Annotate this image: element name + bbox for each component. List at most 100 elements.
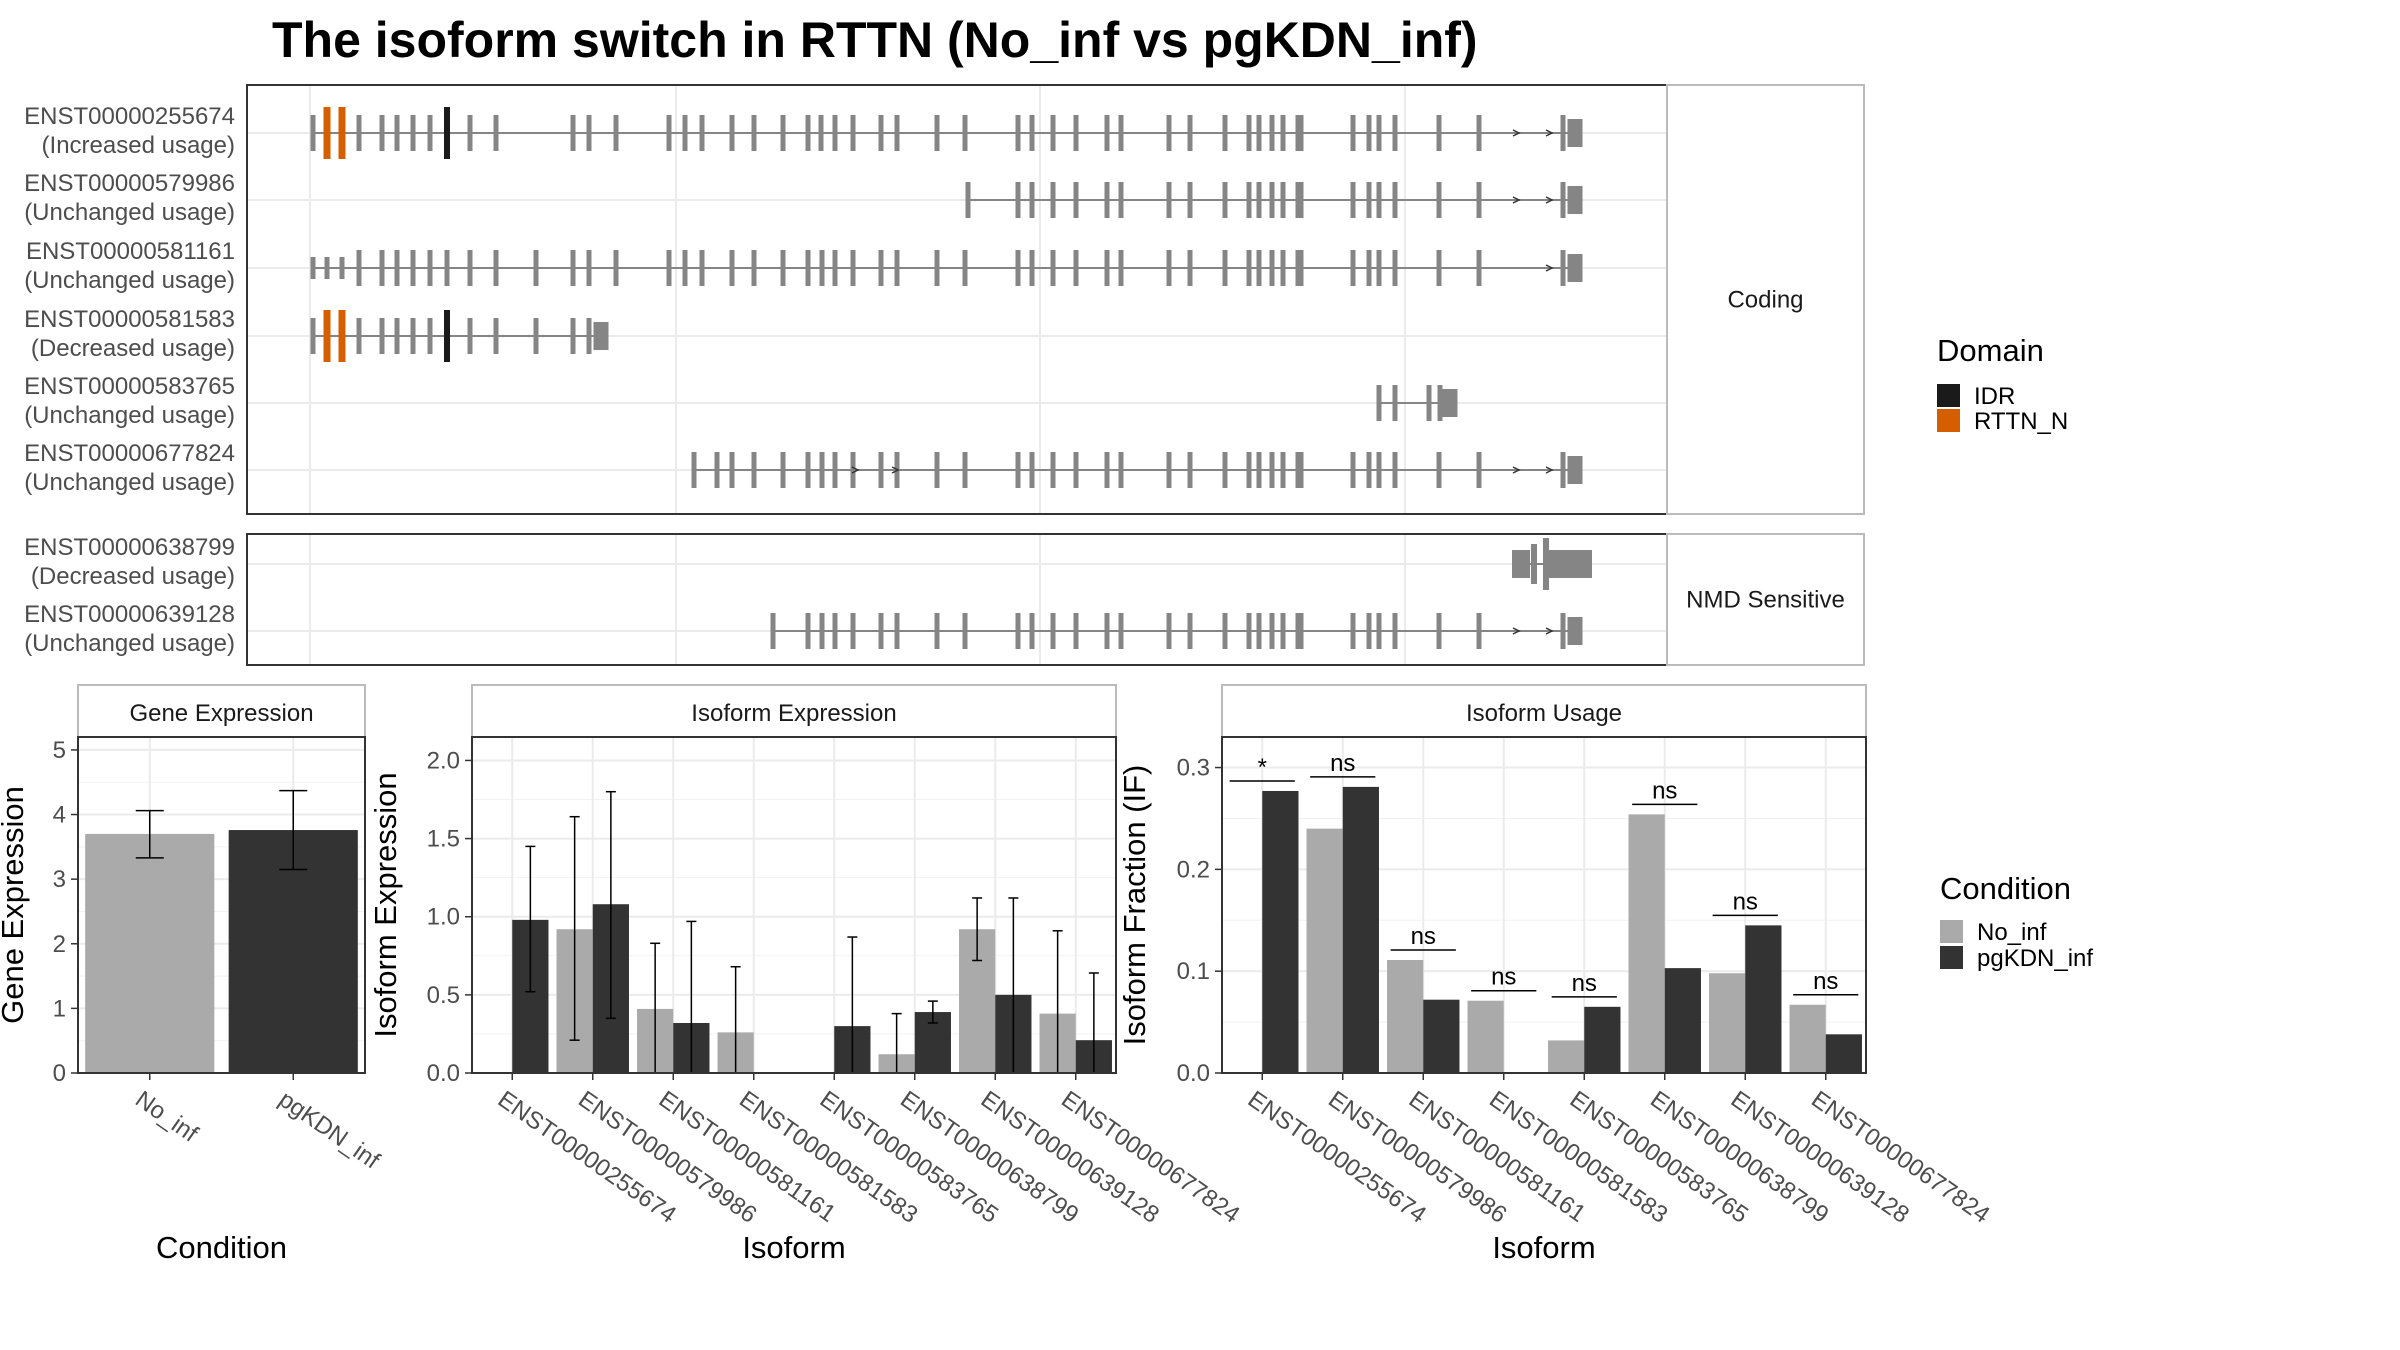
exon — [1246, 452, 1252, 488]
y-tick-label: 5 — [53, 737, 66, 764]
exon — [1256, 250, 1262, 286]
exon — [962, 250, 968, 286]
strand-arrow — [1512, 627, 1521, 635]
isoform-usage-panel: Isoform Usage 0.0 0.1 0.2 0.3 * ns ns ns ns ns ns ns… — [1117, 684, 1995, 1265]
exon — [1256, 182, 1262, 218]
strand-arrow — [1512, 129, 1521, 137]
x-tick-label: No_inf — [130, 1086, 203, 1148]
exon — [1376, 613, 1382, 649]
exon — [1560, 182, 1566, 218]
exon — [339, 257, 345, 279]
facet-strip — [1666, 84, 1865, 515]
exon — [379, 115, 385, 151]
significance-label: ns — [1330, 750, 1355, 777]
exon — [1376, 182, 1382, 218]
exon — [780, 250, 786, 286]
exon — [586, 250, 592, 286]
y-tick-label: 0.1 — [1177, 958, 1210, 985]
exon — [1547, 550, 1577, 578]
plot-border — [77, 736, 366, 1074]
exon — [1531, 544, 1537, 584]
exon — [394, 250, 400, 286]
exon — [751, 115, 757, 151]
transcript-id-label: ENST00000638799 — [24, 534, 235, 561]
exon — [1436, 250, 1442, 286]
exon — [1298, 182, 1304, 218]
exon — [1560, 115, 1566, 151]
panel-strip-title: Isoform Usage — [1466, 700, 1622, 727]
exon — [533, 318, 539, 354]
exon — [934, 250, 940, 286]
exon — [338, 107, 346, 159]
significance-label: ns — [1572, 970, 1597, 997]
y-tick-label: 0.0 — [1177, 1060, 1210, 1087]
exon — [323, 107, 331, 159]
transcript-usage-label: (Unchanged usage) — [24, 402, 235, 429]
y-tick-label: 1.0 — [427, 904, 460, 931]
exon — [878, 115, 884, 151]
exon — [1029, 182, 1035, 218]
exon — [310, 115, 316, 151]
exon — [878, 613, 884, 649]
facet-strip-label: NMD Sensitive — [1686, 587, 1845, 614]
isoform-usage-bar — [1306, 828, 1343, 1073]
exon — [1187, 452, 1193, 488]
exon — [962, 613, 968, 649]
isoform-usage-bar — [1423, 999, 1460, 1073]
condition-legend-title: Condition — [1940, 871, 2071, 906]
exon — [1436, 115, 1442, 151]
exon — [1366, 452, 1372, 488]
isoform-usage-bar — [1467, 1000, 1504, 1073]
exon — [1476, 250, 1482, 286]
exon — [1246, 613, 1252, 649]
exon — [878, 250, 884, 286]
exon — [1567, 617, 1583, 645]
isoform-usage-bar — [1664, 968, 1701, 1073]
exon — [1476, 613, 1482, 649]
exon — [1104, 613, 1110, 649]
strand-arrow — [1545, 264, 1554, 272]
panel-strip-title: Isoform Expression — [691, 700, 896, 727]
exon — [1376, 115, 1382, 151]
exon — [427, 318, 433, 354]
plot-border — [1221, 736, 1867, 1074]
exon — [1073, 115, 1079, 151]
exon — [1166, 452, 1172, 488]
strand-arrow — [891, 466, 900, 474]
exon — [410, 318, 416, 354]
exon — [729, 115, 735, 151]
exon — [613, 115, 619, 151]
exon — [570, 318, 576, 354]
condition-legend-label: No_inf — [1977, 919, 2047, 946]
exon — [1015, 182, 1021, 218]
significance-label: ns — [1652, 777, 1677, 804]
exon — [310, 257, 316, 279]
strand-arrow — [1512, 196, 1521, 204]
exon — [1269, 452, 1275, 488]
figure-title: The isoform switch in RTTN (No_inf vs pg… — [272, 12, 1478, 68]
exon — [1029, 250, 1035, 286]
exon — [832, 115, 838, 151]
transcript-usage-label: (Unchanged usage) — [24, 267, 235, 294]
isoform-usage-bar — [1745, 925, 1782, 1073]
y-tick-label: 3 — [53, 866, 66, 893]
exon — [1118, 613, 1124, 649]
exon — [1392, 613, 1398, 649]
structure-panel-bg — [247, 85, 1667, 514]
transcript-id-label: ENST00000581161 — [26, 238, 235, 265]
exon — [1350, 613, 1356, 649]
exon — [1298, 115, 1304, 151]
panel-strip — [1221, 684, 1867, 738]
isoform-usage-bar — [1628, 814, 1665, 1073]
exon — [1246, 250, 1252, 286]
exon — [894, 250, 900, 286]
exon — [1269, 115, 1275, 151]
exon — [586, 115, 592, 151]
exon — [1222, 452, 1228, 488]
exon — [1222, 613, 1228, 649]
exon — [1256, 613, 1262, 649]
exon — [1104, 250, 1110, 286]
exon — [1118, 452, 1124, 488]
x-axis-title: Isoform — [742, 1230, 845, 1265]
y-tick-label: 4 — [53, 802, 66, 829]
